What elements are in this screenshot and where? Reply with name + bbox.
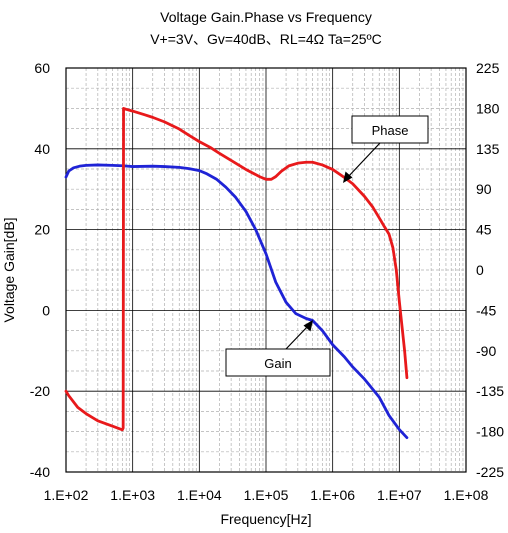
annotation-phase: Phase <box>343 115 429 183</box>
y2-tick-label: -45 <box>476 302 496 318</box>
annotation-gain-arrowhead <box>303 320 313 332</box>
y2-tick-label: 45 <box>476 222 492 238</box>
y2-tick-label: -135 <box>476 383 504 399</box>
x-tick-label: 1.E+04 <box>177 487 222 503</box>
annotation-gain-arrow <box>285 324 310 350</box>
x-tick-label: 1.E+06 <box>310 487 355 503</box>
series-line-gain <box>64 163 409 440</box>
y2-tick-label: -225 <box>476 464 504 480</box>
y-axis-label: Voltage Gain[dB] <box>1 217 17 322</box>
annotation-phase-label: Phase <box>372 123 409 138</box>
y-axis-ticks: 60 40 20 0 -20 -40 <box>30 60 50 480</box>
y2-axis-ticks: 225 180 135 90 45 0 -45 -90 -135 -180 -225 <box>476 60 504 480</box>
series-layer <box>64 107 409 440</box>
y-tick-label: 20 <box>34 222 50 238</box>
annotation-gain-box <box>225 348 331 377</box>
y2-tick-label: 225 <box>476 60 500 76</box>
x-axis-ticks: 1.E+02 1.E+03 1.E+04 1.E+05 1.E+06 1.E+07 1.E+… <box>44 487 489 503</box>
y-tick-label: -40 <box>30 464 50 480</box>
y2-tick-label: 180 <box>476 100 500 116</box>
annotation-phase-arrow <box>346 142 381 179</box>
y2-tick-label: -180 <box>476 424 504 440</box>
x-tick-label: 1.E+08 <box>444 487 489 503</box>
annotation-phase-arrowhead <box>343 171 353 183</box>
annotation-gain: Gain <box>225 320 331 377</box>
y-tick-label: 60 <box>34 60 50 76</box>
y-tick-label: 0 <box>42 302 50 318</box>
y-tick-label: 40 <box>34 141 50 157</box>
plot-area-border <box>65 67 467 473</box>
x-tick-label: 1.E+07 <box>377 487 422 503</box>
y2-tick-label: -90 <box>476 343 496 359</box>
x-tick-label: 1.E+02 <box>44 487 89 503</box>
chart-title: Voltage Gain.Phase vs Frequency <box>160 9 372 25</box>
series-line-phase <box>64 107 409 432</box>
x-axis-label: Frequency[Hz] <box>220 511 311 527</box>
y-tick-label: -20 <box>30 383 50 399</box>
annotation-gain-label: Gain <box>264 356 291 371</box>
annotation-phase-box <box>351 115 429 144</box>
y2-tick-label: 90 <box>476 181 492 197</box>
y2-tick-label: 0 <box>476 262 484 278</box>
chart-subtitle: V+=3V、Gv=40dB、RL=4Ω Ta=25ºC <box>150 31 382 47</box>
x-tick-label: 1.E+03 <box>110 487 155 503</box>
x-tick-label: 1.E+05 <box>244 487 289 503</box>
y2-tick-label: 135 <box>476 141 500 157</box>
